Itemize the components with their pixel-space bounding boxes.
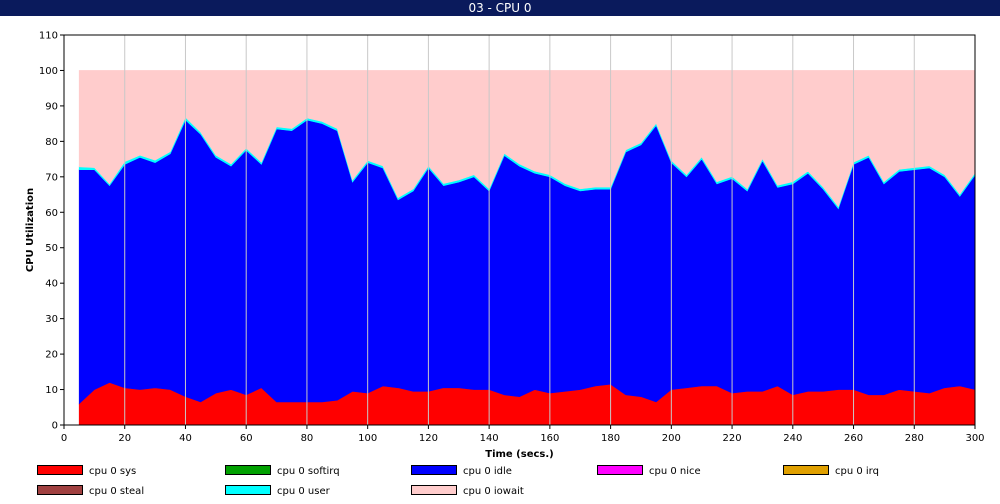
x-tick-label: 120 xyxy=(419,433,438,444)
x-tick-label: 160 xyxy=(540,433,559,444)
legend-item: cpu 0 softirq xyxy=(225,465,340,478)
x-axis-label: Time (secs.) xyxy=(485,449,554,460)
x-tick-label: 280 xyxy=(905,433,924,444)
x-tick-label: 220 xyxy=(723,433,742,444)
legend-label: cpu 0 steal xyxy=(89,486,145,497)
cpu-utilization-chart: 0 10 20 30 40 50 60 70 80 90 100 110 0 20 40 60 80 100 120… xyxy=(25,31,985,461)
y-tick-label: 40 xyxy=(45,279,58,290)
y-tick-label: 10 xyxy=(45,385,58,396)
legend-swatch xyxy=(411,485,457,495)
grid-lines xyxy=(63,34,976,426)
legend-label: cpu 0 nice xyxy=(649,466,701,477)
legend-item: cpu 0 user xyxy=(225,485,330,498)
x-tick-label: 40 xyxy=(179,433,192,444)
legend-label: cpu 0 softirq xyxy=(277,466,340,477)
legend-swatch xyxy=(783,465,829,475)
legend-label: cpu 0 irq xyxy=(835,466,879,477)
legend-item: cpu 0 iowait xyxy=(411,485,524,498)
legend-swatch xyxy=(37,465,83,475)
legend-swatch xyxy=(597,465,643,475)
x-tick-label: 300 xyxy=(965,433,984,444)
legend-label: cpu 0 iowait xyxy=(463,486,524,497)
y-tick-label: 60 xyxy=(45,208,58,219)
plot-frame xyxy=(63,34,976,426)
legend-item: cpu 0 idle xyxy=(411,465,512,478)
legend-item: cpu 0 steal xyxy=(37,485,145,498)
x-tick-label: 20 xyxy=(118,433,131,444)
plot-area xyxy=(64,35,976,426)
y-tick-label: 20 xyxy=(45,350,58,361)
legend-item: cpu 0 sys xyxy=(37,465,137,478)
legend-swatch xyxy=(37,485,83,495)
x-tick-label: 80 xyxy=(301,433,314,444)
y-axis-label: CPU Utilization xyxy=(25,188,36,272)
y-tick-label: 70 xyxy=(45,172,58,183)
y-tick-label: 110 xyxy=(39,31,58,42)
chart-legend: cpu 0 sys cpu 0 softirq cpu 0 idle cpu 0 ni… xyxy=(0,464,1000,504)
y-tick-label: 80 xyxy=(45,137,58,148)
x-tick-label: 180 xyxy=(601,433,620,444)
x-tick-label: 140 xyxy=(480,433,499,444)
legend-item: cpu 0 nice xyxy=(597,465,701,478)
x-tick-label: 200 xyxy=(662,433,681,444)
x-tick-label: 260 xyxy=(844,433,863,444)
legend-swatch xyxy=(225,465,271,475)
legend-swatch xyxy=(411,465,457,475)
x-tick-label: 100 xyxy=(358,433,377,444)
legend-label: cpu 0 sys xyxy=(89,466,137,477)
x-tick-label: 240 xyxy=(783,433,802,444)
window-title: 03 - CPU 0 xyxy=(0,0,1000,16)
x-tick-label: 0 xyxy=(61,433,67,444)
x-tick-label: 60 xyxy=(240,433,253,444)
legend-label: cpu 0 idle xyxy=(463,466,512,477)
y-tick-label: 50 xyxy=(45,243,58,254)
legend-swatch xyxy=(225,485,271,495)
y-tick-label: 90 xyxy=(45,101,58,112)
axis-ticks: 0 10 20 30 40 50 60 70 80 90 100 110 0 20 40 60 80 100 120… xyxy=(39,31,985,445)
legend-label: cpu 0 user xyxy=(277,486,330,497)
y-tick-label: 100 xyxy=(39,66,58,77)
y-tick-label: 0 xyxy=(52,421,58,432)
legend-item: cpu 0 irq xyxy=(783,465,879,478)
y-tick-label: 30 xyxy=(45,314,58,325)
